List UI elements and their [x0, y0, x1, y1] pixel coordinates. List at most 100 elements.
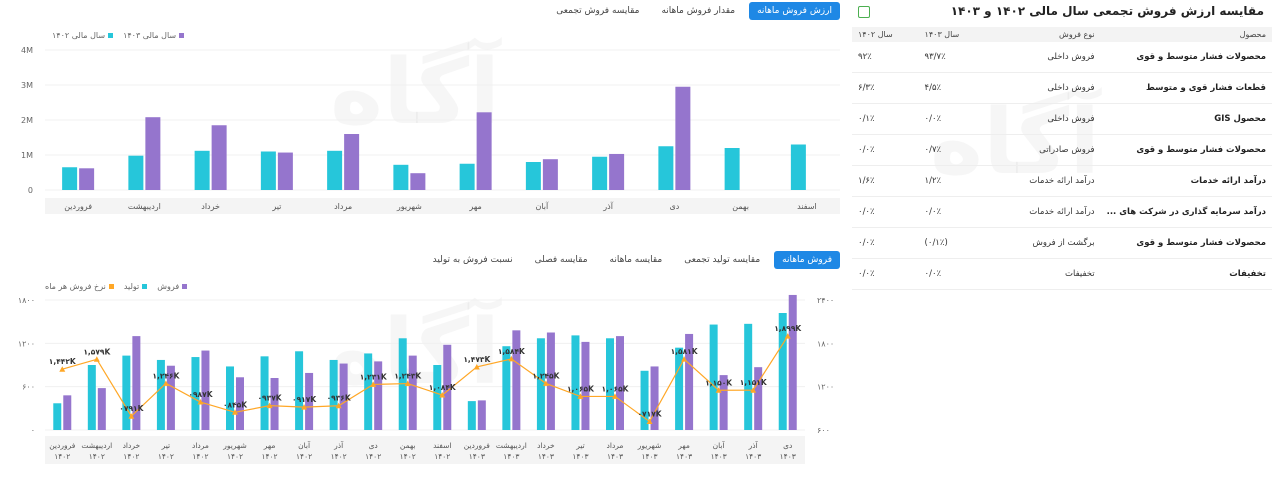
rate-line: [62, 335, 789, 423]
bar: [542, 159, 558, 190]
bar: [63, 395, 72, 430]
x-tick-label: مرداد: [607, 441, 624, 450]
bar: [329, 359, 338, 430]
table-cell: ۰/۰٪: [918, 103, 987, 135]
x-tick-label: مرداد: [192, 441, 209, 450]
y-tick-label: 1M: [21, 151, 33, 160]
x-tick-sublabel: ۱۴۰۳: [676, 452, 692, 461]
bar: [581, 341, 590, 430]
x-tick-sublabel: ۱۴۰۲: [123, 452, 139, 461]
rate-label: ۱,۴۷۳K: [463, 355, 491, 364]
y-tick-label-right: ۱۸۰۰: [817, 339, 834, 348]
bar: [295, 351, 304, 430]
x-tick-sublabel: ۱۴۰۳: [711, 452, 727, 461]
x-tick-label: اسفند: [433, 441, 451, 450]
table-cell: ۰/۱٪: [852, 103, 919, 135]
legend-label: سال مالی ۱۴۰۲: [52, 31, 106, 40]
x-tick-label: فروردین: [49, 441, 76, 450]
monthly-sales-value-chart: 4M 3M 2M 1M 0 اسفند بهمن دی آذر آبان مهر شهریور مردا…: [21, 46, 840, 214]
top-tabs: ارزش فروش ماهانه مقدار فروش ماهانه مقایس…: [548, 2, 840, 20]
rate-label: ۱,۱۵۰K: [705, 378, 733, 387]
x-tick-sublabel: ۱۴۰۳: [572, 452, 588, 461]
rate-label: ۰۹۱۷K: [292, 395, 317, 404]
legend-label: فروش: [157, 282, 180, 291]
x-tick-label: خرداد: [123, 441, 141, 450]
rate-label: ۱,۲۴۶K: [152, 371, 180, 380]
table-cell: برگشت از فروش: [986, 227, 1101, 259]
y-tick-label-left: ۰: [31, 426, 35, 435]
tab-cumulative-production[interactable]: مقایسه تولید تجمعی: [684, 255, 761, 265]
tab-sales-production-ratio[interactable]: نسبت فروش به تولید: [432, 255, 513, 265]
legend-swatch: [108, 284, 114, 289]
rate-point: [612, 393, 618, 399]
x-tick-sublabel: ۱۴۰۳: [538, 452, 554, 461]
bar: [433, 365, 442, 430]
legend-item[interactable]: تولید: [124, 282, 148, 291]
rate-point: [508, 355, 515, 362]
table-cell: محصولات فشار متوسط و قوی: [1100, 227, 1272, 259]
legend-item[interactable]: نرخ فروش هر ماه: [45, 282, 114, 291]
rate-label: ۰۹۳۷K: [257, 394, 282, 403]
bar: [344, 134, 360, 190]
table-cell: تخفیفات: [986, 258, 1101, 290]
bar: [410, 173, 426, 190]
bar: [675, 347, 684, 430]
y-tick-label-left: ۱۲۰۰: [18, 339, 35, 348]
x-tick-sublabel: ۱۴۰۲: [227, 452, 243, 461]
rate-point: [784, 333, 791, 339]
legend-swatch: [179, 33, 185, 38]
x-tick-label: دی: [369, 441, 378, 450]
tab-seasonal-comparison[interactable]: مقایسه فصلی: [534, 255, 588, 265]
x-tick-label: اسفند: [797, 202, 817, 211]
x-tick-sublabel: ۱۴۰۲: [54, 452, 70, 461]
table-cell: (۰/۱٪): [918, 227, 987, 259]
table-cell: ۰/۰٪: [918, 258, 987, 290]
rate-label: ۰۸۴۵K: [223, 400, 248, 409]
bottom-tabs: فروش ماهانه مقایسه تولید تجمعی مقایسه ما…: [425, 251, 840, 269]
table-row: قطعات فشار قوی و متوسط فروش داخلی ۴/۵٪ ۶/۳٪: [852, 72, 1272, 104]
y-tick-label-right: ۱۲۰۰: [817, 383, 834, 392]
x-tick-sublabel: ۱۴۰۲: [331, 452, 347, 461]
rate-point: [370, 381, 377, 387]
table-cell: فروش صادراتی: [986, 134, 1101, 166]
tab-monthly-comparison[interactable]: مقایسه ماهانه: [609, 255, 663, 265]
table-cell: ۰/۰٪: [852, 134, 919, 166]
bar: [744, 323, 753, 430]
bar: [260, 356, 269, 430]
x-tick-sublabel: ۱۴۰۲: [89, 452, 105, 461]
table-cell: فروش داخلی: [986, 103, 1101, 135]
tab-monthly-sales-amount[interactable]: مقدار فروش ماهانه: [661, 6, 736, 16]
x-tick-label: آذر: [333, 440, 344, 450]
bar: [156, 359, 165, 430]
bar: [194, 150, 210, 190]
table-row: درآمد سرمایه گذاری در شرکت های ... درآمد …: [852, 196, 1272, 228]
rate-label: ۱,۲۴۵K: [532, 371, 560, 380]
legend-label: سال مالی ۱۴۰۳: [123, 31, 177, 40]
tab-monthly-sales[interactable]: فروش ماهانه: [774, 251, 840, 269]
legend-item[interactable]: سال مالی ۱۴۰۲: [52, 31, 114, 40]
legend-item[interactable]: سال مالی ۱۴۰۳: [123, 31, 185, 40]
table-cell: ۰/۰٪: [918, 196, 987, 228]
rate-label: ۱,۸۹۹K: [774, 324, 802, 333]
table-row: محصول GIS فروش داخلی ۰/۰٪ ۰/۱٪: [852, 103, 1272, 135]
x-tick-label: اردیبهشت: [496, 441, 527, 450]
bar: [393, 164, 409, 190]
table-cell: تخفیفات: [1100, 258, 1272, 290]
rate-label: ۱,۴۴۲K: [49, 357, 77, 366]
table-cell: ۱/۲٪: [918, 165, 987, 197]
bar: [658, 146, 674, 190]
x-tick-label: خرداد: [537, 441, 555, 450]
x-tick-label: تیر: [575, 441, 585, 450]
bar: [754, 367, 763, 430]
tab-monthly-sales-value[interactable]: ارزش فروش ماهانه: [749, 2, 840, 20]
legend-item[interactable]: فروش: [157, 282, 188, 291]
tab-cumulative-comparison[interactable]: مقایسه فروش تجمعی: [556, 6, 640, 16]
rate-point: [577, 393, 584, 399]
table-row: محصولات فشار متوسط و قوی فروش صادراتی ۰/۷٪…: [852, 134, 1272, 166]
bar: [512, 330, 521, 430]
cumulative-sales-table: محصول نوع فروش سال ۱۴۰۳ سال ۱۴۰۲ محصولات…: [852, 27, 1272, 290]
bottom-chart-legend: فروش تولید نرخ فروش هر ماه: [45, 282, 188, 291]
table-row: تخفیفات تخفیفات ۰/۰٪ ۰/۰٪: [852, 258, 1272, 290]
rate-point: [197, 399, 204, 405]
excel-icon[interactable]: [858, 6, 870, 18]
